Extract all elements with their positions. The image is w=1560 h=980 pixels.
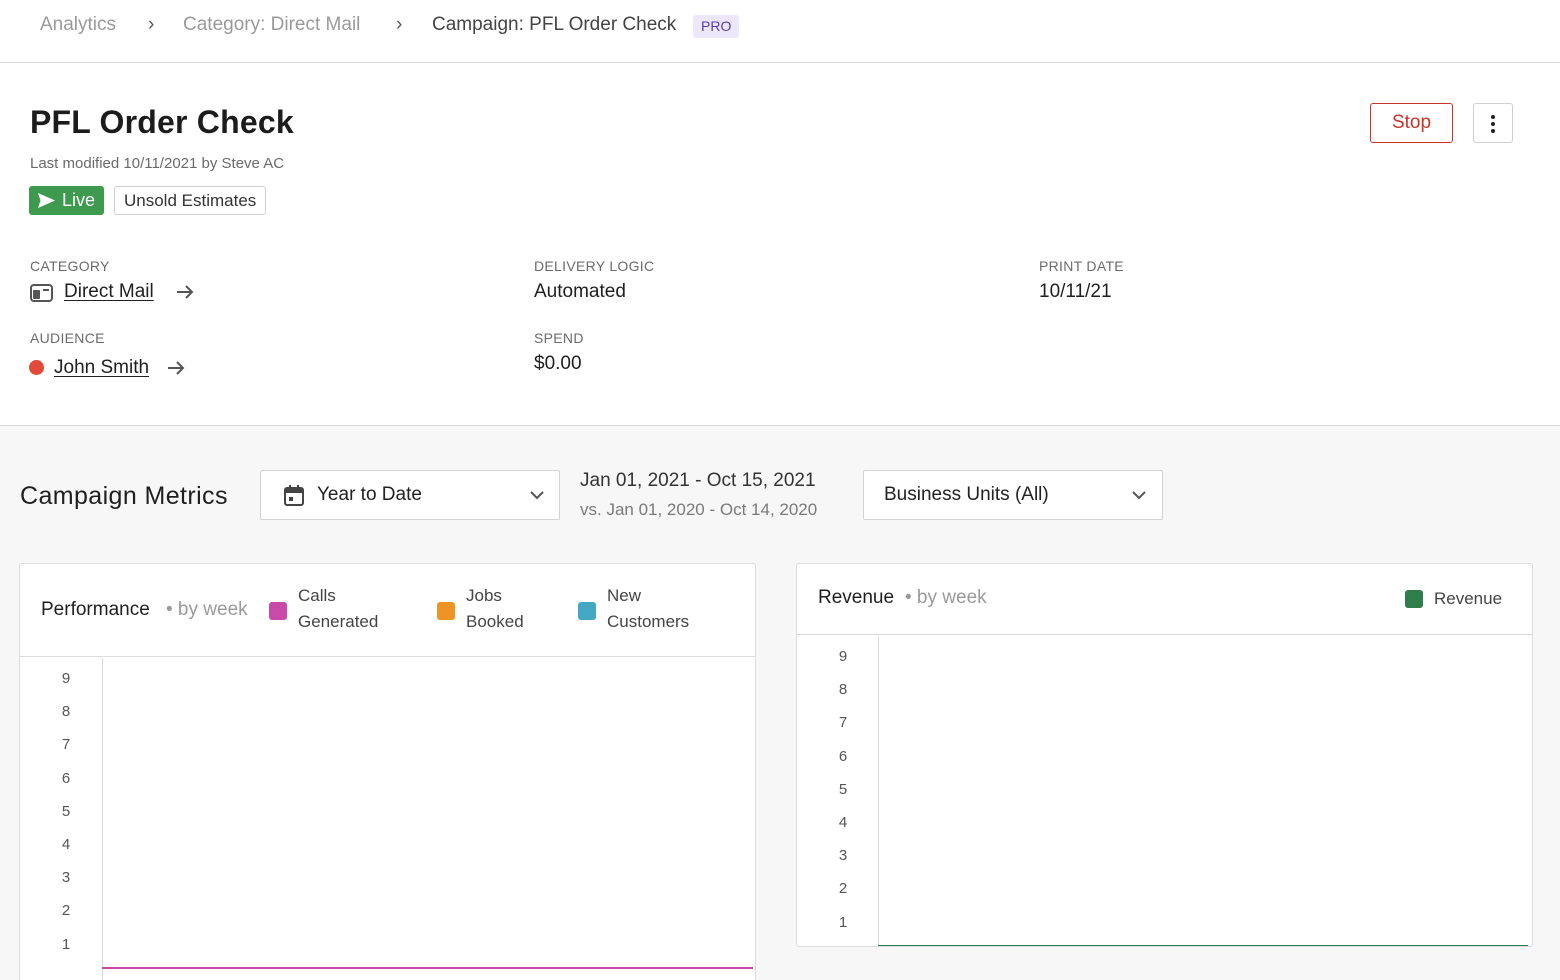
revenue-y-tick: 5: [838, 780, 848, 798]
revenue-series-line: [878, 945, 1528, 946]
business-units-select-value: Business Units (All): [884, 484, 1049, 505]
performance-y-tick: 5: [61, 802, 71, 820]
legend-swatch-jobs: [437, 602, 455, 620]
breadcrumb-item-category[interactable]: Category: Direct Mail: [183, 14, 361, 35]
performance-y-axis: [102, 658, 103, 980]
performance-y-tick: 3: [61, 869, 71, 887]
performance-y-tick: 6: [61, 769, 71, 787]
last-modified-text: Last modified 10/11/2021 by Steve AC: [30, 155, 285, 172]
revenue-y-tick: 7: [838, 714, 848, 732]
calendar-icon: [284, 485, 304, 506]
delivery-logic-value: Automated: [534, 281, 626, 302]
metrics-title: Campaign Metrics: [20, 482, 228, 510]
live-status-label: Live: [62, 190, 96, 210]
business-units-select[interactable]: Business Units (All): [863, 470, 1163, 520]
live-status-badge: Live: [29, 186, 104, 215]
print-date-label: PRINT DATE: [1039, 258, 1124, 274]
date-compare-text: vs. Jan 01, 2020 - Oct 14, 2020: [580, 500, 818, 519]
revenue-y-tick: 2: [838, 880, 848, 898]
performance-y-tick: 1: [61, 935, 71, 953]
revenue-y-tick: 6: [838, 747, 848, 765]
more-vertical-icon: [1491, 122, 1495, 126]
audience-tag: Unsold Estimates: [114, 186, 267, 215]
revenue-y-tick: 9: [838, 648, 848, 665]
more-options-button[interactable]: [1473, 103, 1513, 143]
stop-button[interactable]: Stop: [1370, 103, 1453, 143]
legend-label-calls: Calls Generated: [298, 586, 379, 631]
category-label: CATEGORY: [30, 258, 110, 274]
performance-y-tick: 4: [61, 836, 71, 853]
revenue-chart-title: Revenue: [818, 587, 895, 608]
revenue-chart-header: Revenue • by week Revenue: [797, 564, 1532, 635]
chevron-down-icon: [1132, 491, 1146, 500]
delivery-logic-label: DELIVERY LOGIC: [534, 258, 655, 274]
revenue-chart-card: Revenue • by week Revenue 9 8 7 6 5 4 3 2 1: [796, 563, 1533, 947]
performance-series-line-calls: [102, 967, 753, 969]
breadcrumb-separator: ›: [396, 14, 403, 35]
legend-swatch-customers: [578, 602, 596, 620]
performance-y-tick: 8: [61, 703, 71, 721]
legend-label-revenue: Revenue: [1434, 589, 1503, 608]
more-vertical-icon: [1491, 129, 1495, 133]
performance-y-tick: 2: [61, 902, 71, 920]
performance-chart-subtitle: • by week: [166, 599, 248, 620]
performance-chart-header: Performance • by week Calls Generated Job…: [20, 564, 755, 657]
more-vertical-icon: [1491, 115, 1495, 119]
period-select[interactable]: Year to Date: [260, 470, 560, 520]
legend-swatch-calls: [269, 602, 287, 620]
revenue-y-tick: 4: [838, 814, 848, 831]
breadcrumb: Analytics › Category: Direct Mail › Camp…: [0, 0, 1560, 63]
spend-label: SPEND: [534, 330, 584, 346]
mailbox-icon: [30, 284, 53, 302]
revenue-y-axis: [878, 636, 879, 946]
arrow-right-icon[interactable]: [176, 284, 194, 300]
performance-y-tick: 9: [61, 670, 71, 687]
campaign-metrics-section: Campaign Metrics Year to Date Jan 01, 20…: [0, 425, 1560, 980]
legend-swatch-revenue: [1405, 590, 1423, 608]
date-range-text: Jan 01, 2021 - Oct 15, 2021: [580, 470, 816, 491]
audience-status-dot: [29, 360, 44, 375]
period-select-value: Year to Date: [317, 484, 422, 505]
revenue-chart-subtitle: • by week: [905, 587, 987, 608]
page-title: PFL Order Check: [30, 104, 294, 140]
legend-label-customers: New Customers: [607, 586, 690, 631]
breadcrumb-item-campaign: Campaign: PFL Order Check: [432, 14, 677, 35]
category-link[interactable]: Direct Mail: [64, 281, 154, 302]
print-date-value: 10/11/21: [1039, 281, 1112, 302]
arrow-right-icon[interactable]: [167, 360, 185, 376]
performance-chart-title: Performance: [41, 599, 150, 620]
performance-y-tick: 7: [61, 736, 71, 754]
audience-label: AUDIENCE: [30, 330, 105, 346]
breadcrumb-item-analytics[interactable]: Analytics: [40, 14, 117, 35]
pro-badge: PRO: [693, 15, 740, 38]
send-icon: [38, 193, 55, 208]
legend-label-jobs: Jobs Booked: [466, 586, 524, 631]
spend-value: $0.00: [534, 353, 582, 374]
revenue-y-tick: 3: [838, 847, 848, 865]
breadcrumb-separator: ›: [148, 14, 155, 35]
revenue-y-tick: 8: [838, 681, 848, 699]
performance-chart-card: Performance • by week Calls Generated Job…: [19, 563, 756, 980]
chevron-down-icon: [530, 491, 544, 500]
revenue-y-tick: 1: [838, 913, 848, 931]
audience-link[interactable]: John Smith: [54, 357, 150, 378]
